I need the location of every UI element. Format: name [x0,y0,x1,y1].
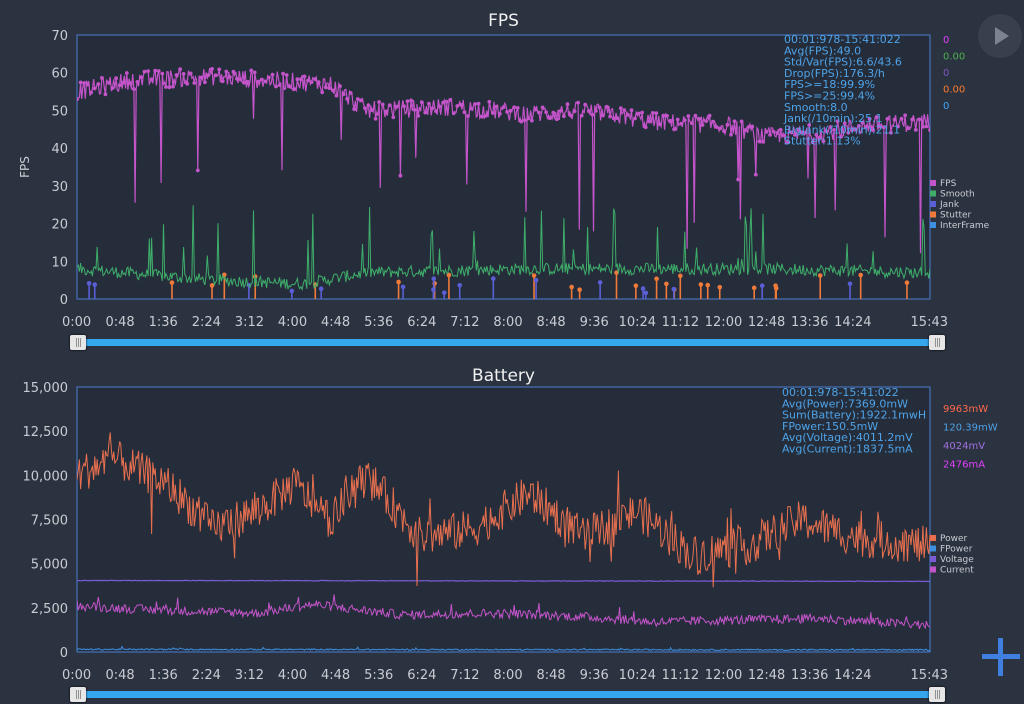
fps-legend-label: InterFrame [940,221,990,231]
fps-legend-label: FPS [940,179,957,189]
fps-chart: FPS FPS 0 10 20 30 40 50 60 70 0:00 0:48 1:36 2:24 3:1… [18,11,990,330]
battery-legend-label: Current [940,566,974,576]
battery-x-tick-label: 14:24 [834,668,871,683]
battery-y-tick-label: 5,000 [31,558,68,573]
fps-x-tick-label: 3:12 [235,315,264,330]
fps-x-tick-label: 15:43 [911,315,948,330]
fps-legend-swatch [930,222,936,228]
fps-legend-swatch [930,212,936,218]
battery-x-tick-label: 15:43 [911,668,948,683]
battery-legend-label: FPower [940,545,973,555]
battery-x-tick-label: 0:00 [62,668,91,683]
fps-current-value: 0.00 [943,52,965,63]
battery-slider-end-handle[interactable]: ||| [929,687,945,702]
fps-x-tick-label: 11:12 [662,315,699,330]
fps-x-tick-label: 8:48 [536,315,565,330]
battery-x-tick-label: 9:36 [580,668,609,683]
fps-x-tick-label: 5:36 [364,315,393,330]
battery-y-tick-label: 0 [60,646,68,661]
battery-x-tick-label: 13:36 [791,668,828,683]
fps-current-value: 0.00 [943,85,965,96]
fps-x-tick-label: 12:00 [705,315,742,330]
battery-chart: Battery 0 2,500 5,000 7,500 10,000 12,500 15,00… [23,366,998,683]
fps-time-range-slider[interactable] [70,339,945,346]
battery-y-tick-label: 10,000 [23,469,69,484]
fps-y-tick-label: 20 [51,218,68,233]
fps-y-tick-label: 10 [51,255,68,270]
battery-legend-label: Power [940,534,968,544]
battery-x-tick-label: 8:48 [536,668,565,683]
battery-y-tick-label: 2,500 [31,602,68,617]
fps-y-tick-label: 70 [51,29,68,44]
fps-x-tick-label: 4:00 [278,315,307,330]
battery-y-tick-label: 7,500 [31,514,68,529]
add-button[interactable] [980,636,1022,678]
battery-chart-title: Battery [472,366,535,386]
fps-x-tick-label: 12:48 [748,315,785,330]
fps-legend-swatch [930,201,936,207]
battery-legend-label: Voltage [940,555,974,565]
battery-x-tick-label: 6:24 [407,668,436,683]
fps-slider-start-handle[interactable]: ||| [70,335,86,350]
fps-chart-title: FPS [488,11,519,31]
battery-current-value: 4024mV [943,441,985,452]
fps-current-value: 0 [943,35,949,46]
battery-time-range-slider[interactable] [70,691,945,698]
fps-legend-label: Jank [939,200,960,210]
fps-y-axis-label: FPS [18,156,32,178]
battery-legend-swatch [930,546,936,552]
battery-x-tick-label: 1:36 [149,668,178,683]
fps-stat-line: Stutter:1.13% [784,135,861,148]
fps-x-tick-label: 7:12 [450,315,479,330]
fps-x-tick-label: 0:48 [105,315,134,330]
play-button[interactable] [978,14,1022,58]
fps-x-tick-label: 8:00 [493,315,522,330]
fps-x-tick-label: 14:24 [834,315,871,330]
battery-x-tick-label: 10:24 [619,668,656,683]
fps-y-tick-label: 30 [51,180,68,195]
fps-y-tick-label: 50 [51,104,68,119]
fps-legend-label: Stutter [940,211,972,221]
battery-legend-swatch [930,567,936,573]
battery-x-tick-label: 4:00 [278,668,307,683]
battery-x-tick-label: 12:00 [705,668,742,683]
battery-stat-line: Avg(Current):1837.5mA [782,443,913,456]
fps-x-tick-label: 10:24 [619,315,656,330]
fps-y-tick-label: 40 [51,142,68,157]
fps-x-tick-label: 0:00 [62,315,91,330]
fps-x-tick-label: 9:36 [580,315,609,330]
chart-stage: FPS FPS 0 10 20 30 40 50 60 70 0:00 0:48 1:36 2:24 3:1… [0,0,1024,704]
battery-current-value: 9963mW [943,404,988,415]
battery-x-tick-label: 8:00 [493,668,522,683]
fps-x-tick-label: 1:36 [149,315,178,330]
play-icon [995,27,1009,45]
fps-slider-end-handle[interactable]: ||| [929,335,945,350]
battery-x-tick-label: 7:12 [450,668,479,683]
battery-legend-swatch [930,556,936,562]
battery-x-tick-label: 12:48 [748,668,785,683]
battery-x-tick-label: 11:12 [662,668,699,683]
fps-legend-swatch [930,180,936,186]
fps-current-value: 0 [943,68,949,79]
battery-x-tick-label: 3:12 [235,668,264,683]
fps-x-tick-label: 6:24 [407,315,436,330]
fps-y-tick-label: 0 [60,293,68,308]
battery-y-tick-label: 15,000 [23,381,69,396]
battery-legend-swatch [930,535,936,541]
battery-x-tick-label: 2:24 [192,668,221,683]
fps-legend-label: Smooth [940,190,975,200]
battery-x-tick-label: 0:48 [105,668,134,683]
fps-current-value: 0 [943,101,949,112]
fps-x-tick-label: 2:24 [192,315,221,330]
fps-x-tick-label: 13:36 [791,315,828,330]
battery-current-value: 120.39mW [943,423,998,434]
battery-x-tick-label: 5:36 [364,668,393,683]
battery-current-value: 2476mA [943,460,985,471]
fps-x-tick-label: 4:48 [321,315,350,330]
battery-x-tick-label: 4:48 [321,668,350,683]
fps-legend-swatch [930,191,936,197]
battery-slider-start-handle[interactable]: ||| [70,687,86,702]
fps-y-tick-label: 60 [51,67,68,82]
battery-y-tick-label: 12,500 [23,425,69,440]
